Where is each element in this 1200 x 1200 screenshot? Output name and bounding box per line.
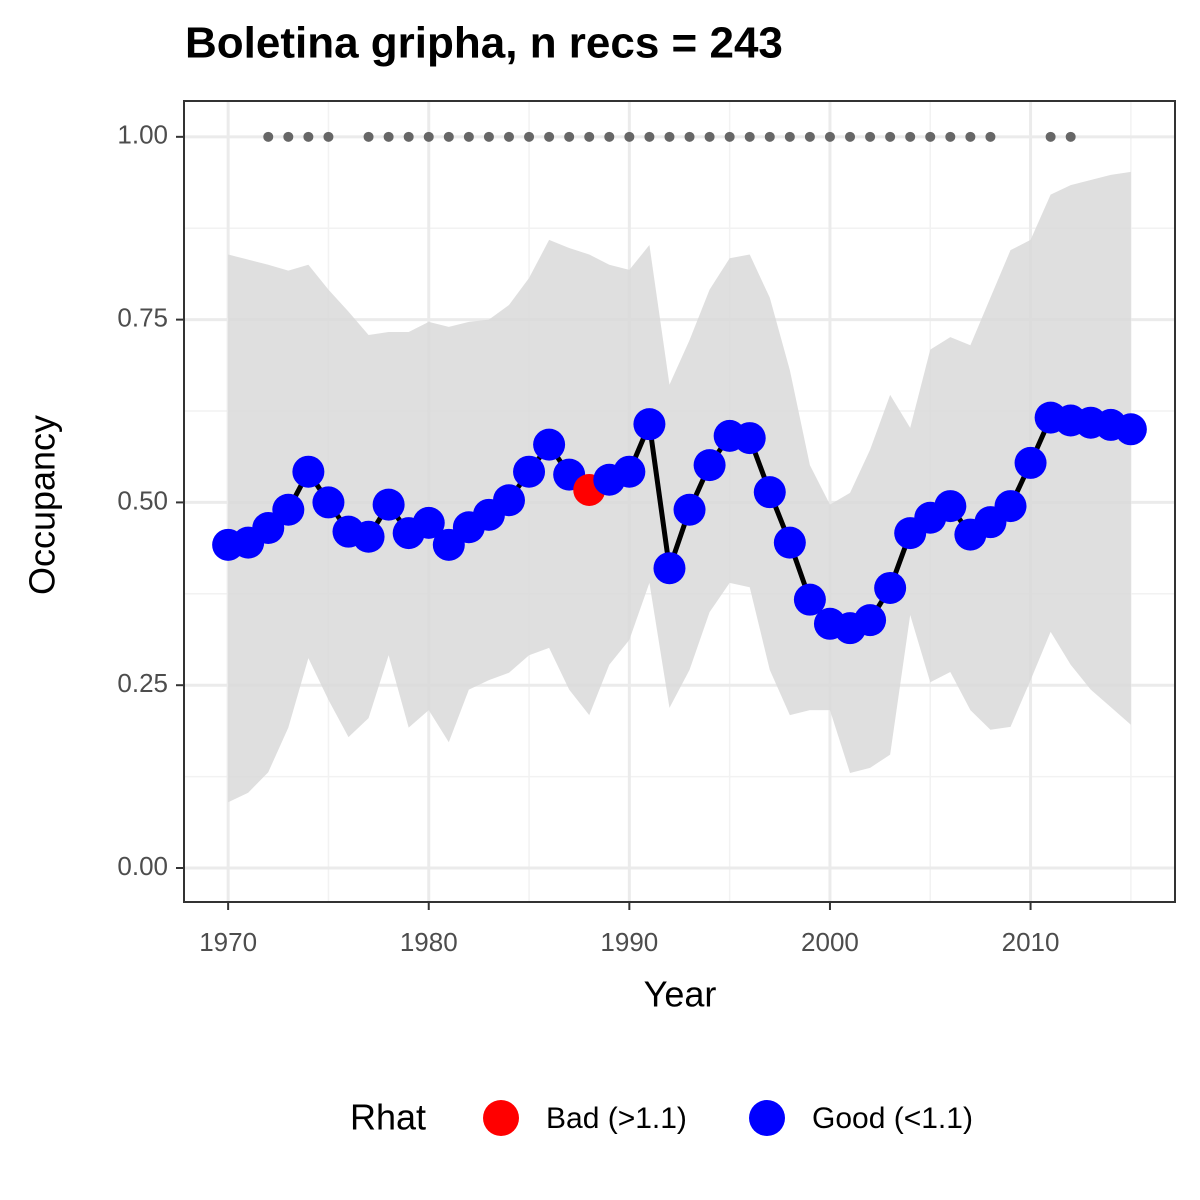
occupancy-point [1114, 413, 1147, 446]
occupancy-point [874, 571, 907, 604]
record-dot [885, 131, 896, 142]
occupancy-point [633, 408, 666, 441]
record-dot [503, 131, 514, 142]
y-tick-label: 0.50 [117, 485, 168, 515]
record-dot [443, 131, 454, 142]
occupancy-point [352, 520, 385, 553]
legend-swatch [483, 1100, 519, 1136]
record-dot [905, 131, 916, 142]
legend-label: Good (<1.1) [812, 1102, 973, 1135]
y-tick-label: 0.25 [117, 668, 168, 698]
occupancy-point [1014, 446, 1047, 479]
record-dot [664, 131, 675, 142]
record-dot [704, 131, 715, 142]
record-dot [363, 131, 374, 142]
record-dot [865, 131, 876, 142]
record-dot [544, 131, 555, 142]
record-dot [463, 131, 474, 142]
occupancy-point [513, 455, 546, 488]
occupancy-point [773, 526, 806, 559]
record-dot [965, 131, 976, 142]
occupancy-point [613, 455, 646, 488]
record-dot [764, 131, 775, 142]
record-dot [1065, 131, 1076, 142]
occupancy-point [994, 490, 1027, 523]
legend-title: Rhat [350, 1097, 426, 1138]
occupancy-point [533, 428, 566, 461]
record-dot [784, 131, 795, 142]
x-tick-label: 2000 [801, 927, 859, 957]
record-dot [1045, 131, 1056, 142]
occupancy-point [272, 493, 305, 526]
occupancy-point [412, 506, 445, 539]
chart-title: Boletina gripha, n recs = 243 [185, 19, 783, 68]
occupancy-point [673, 493, 706, 526]
record-dot [945, 131, 956, 142]
record-dot [323, 131, 334, 142]
y-tick-label: 0.00 [117, 851, 168, 881]
record-dot [724, 131, 735, 142]
x-tick-label: 1970 [199, 927, 257, 957]
confidence-band [228, 171, 1131, 803]
occupancy-point [753, 476, 786, 509]
record-dot [564, 131, 575, 142]
occupancy-point [492, 484, 525, 517]
x-tick-label: 1980 [400, 927, 458, 957]
occupancy-point [693, 449, 726, 482]
legend-label: Bad (>1.1) [546, 1102, 687, 1135]
record-dot [303, 131, 314, 142]
record-dot [804, 131, 815, 142]
record-dot [423, 131, 434, 142]
occupancy-point [793, 583, 826, 616]
record-dot [624, 131, 635, 142]
occupancy-point [372, 488, 405, 521]
record-dot [845, 131, 856, 142]
x-tick-label: 2010 [1002, 927, 1060, 957]
occupancy-point [292, 455, 325, 488]
record-dot [744, 131, 755, 142]
record-dot [925, 131, 936, 142]
record-dot [644, 131, 655, 142]
record-dot [263, 131, 274, 142]
occupancy-point [312, 486, 345, 519]
record-dot [483, 131, 494, 142]
record-dot [684, 131, 695, 142]
x-tick-label: 1990 [600, 927, 658, 957]
occupancy-point [733, 422, 766, 455]
x-axis-label: Year [644, 974, 717, 1015]
record-dot [283, 131, 294, 142]
occupancy-point [653, 552, 686, 585]
record-dot [403, 131, 414, 142]
occupancy-point [854, 604, 887, 637]
y-tick-label: 1.00 [117, 120, 168, 150]
record-dot [824, 131, 835, 142]
y-axis-label: Occupancy [22, 415, 63, 595]
record-dot [584, 131, 595, 142]
record-dot [524, 131, 535, 142]
occupancy-point [934, 490, 967, 523]
legend-swatch [749, 1100, 785, 1136]
y-tick-label: 0.75 [117, 302, 168, 332]
record-dot [383, 131, 394, 142]
record-dot [985, 131, 996, 142]
record-dot [604, 131, 615, 142]
